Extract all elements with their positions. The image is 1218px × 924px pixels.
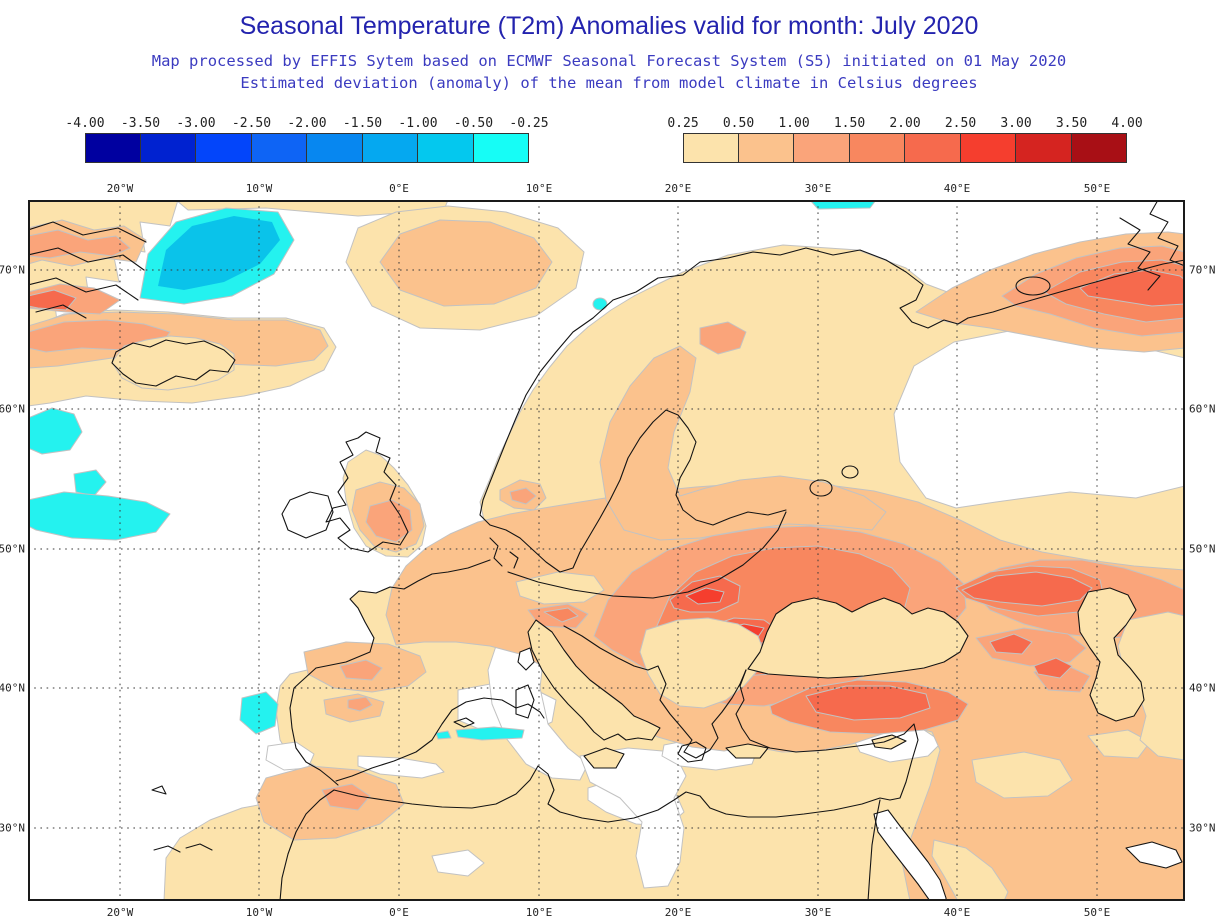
lon-tick: 10°E [525,182,553,195]
scale-label: 1.00 [778,116,810,131]
lon-tick: 50°E [1083,182,1111,195]
map-canvas [27,199,1186,902]
colorbar-swatch [251,133,307,163]
lat-tick: 50°N [0,542,25,556]
coastlines [27,199,1186,902]
page-title: Seasonal Temperature (T2m) Anomalies val… [239,12,979,40]
lon-tick: 0°E [389,906,409,919]
lon-tick: 10°W [245,182,273,195]
negative-colorbar [85,133,529,163]
colorbar-swatch [683,133,739,163]
cold-anomaly-patches [27,199,877,741]
scale-label: -1.50 [342,116,383,131]
colorbar-swatch [473,133,529,163]
colorbar-swatch [196,133,252,163]
scale-label: 3.50 [1055,116,1088,131]
lat-tick: 30°N [0,821,25,835]
lon-tick: 50°E [1083,906,1111,919]
colorbar-swatch [140,133,196,163]
lon-tick: 40°E [943,906,971,919]
subtitle-processing-info: Map processed by EFFIS Sytem based on EC… [151,52,1067,70]
colorbar-swatch [849,133,905,163]
lat-tick: 70°N [0,263,25,277]
lat-tick: 70°N [1189,263,1216,277]
colorbar-swatch [1016,133,1072,163]
colorbar-swatch [85,133,141,163]
lon-tick: 30°E [804,182,832,195]
lon-tick: 20°E [664,906,692,919]
scale-label: 0.25 [667,116,699,131]
lon-tick: 20°W [106,906,134,919]
scale-label: 2.00 [889,116,921,131]
anomaly-map [27,199,1186,902]
lat-tick: 40°N [1189,681,1216,695]
lat-tick: 30°N [1189,821,1216,835]
colorbar-swatch [418,133,474,163]
scale-label: -2.00 [287,116,327,131]
scale-label: -1.00 [398,116,438,131]
scale-label: 0.50 [722,116,755,131]
colorbar-swatch [960,133,1016,163]
lon-tick: 20°E [664,182,692,195]
subtitle-description: Estimated deviation (anomaly) of the mea… [240,74,978,92]
lon-tick: 40°E [943,182,971,195]
scale-label: -0.50 [453,116,494,131]
scale-label: -0.25 [509,116,549,131]
scale-label: 1.50 [833,116,866,131]
scale-label: 4.00 [1111,116,1143,131]
map-frame [28,200,1185,901]
scale-label: 3.00 [1000,116,1032,131]
lat-tick: 40°N [0,681,25,695]
scale-label: -3.50 [120,116,161,131]
scale-label: -4.00 [65,116,105,131]
colorbar-swatch [794,133,850,163]
positive-colorbar [683,133,1127,163]
lon-tick: 30°E [804,906,832,919]
lon-tick: 10°E [525,906,553,919]
scale-label: -2.50 [231,116,272,131]
lon-tick: 20°W [106,182,134,195]
lon-tick: 0°E [389,182,409,195]
graticule-gridlines [28,200,1185,901]
colorbar-swatch [738,133,794,163]
lat-tick: 50°N [1189,542,1216,556]
scale-label: -3.00 [176,116,216,131]
colorbar-swatch [362,133,418,163]
scale-label: 2.50 [944,116,977,131]
lat-tick: 60°N [0,402,25,416]
colorbar-swatch [1071,133,1127,163]
colorbar-swatch [307,133,363,163]
lon-tick: 10°W [245,906,273,919]
colorbar-swatch [905,133,961,163]
lat-tick: 60°N [1189,402,1216,416]
